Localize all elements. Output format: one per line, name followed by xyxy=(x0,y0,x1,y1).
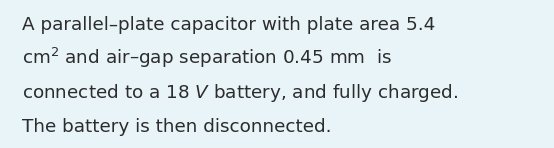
Text: cm$^{2}$ and air–gap separation 0.45 mm  is: cm$^{2}$ and air–gap separation 0.45 mm … xyxy=(22,46,392,70)
Text: connected to a 18 $V$ battery, and fully charged.: connected to a 18 $V$ battery, and fully… xyxy=(22,82,459,104)
Text: A parallel–plate capacitor with plate area 5.4: A parallel–plate capacitor with plate ar… xyxy=(22,16,435,34)
Text: The battery is then disconnected.: The battery is then disconnected. xyxy=(22,118,332,136)
